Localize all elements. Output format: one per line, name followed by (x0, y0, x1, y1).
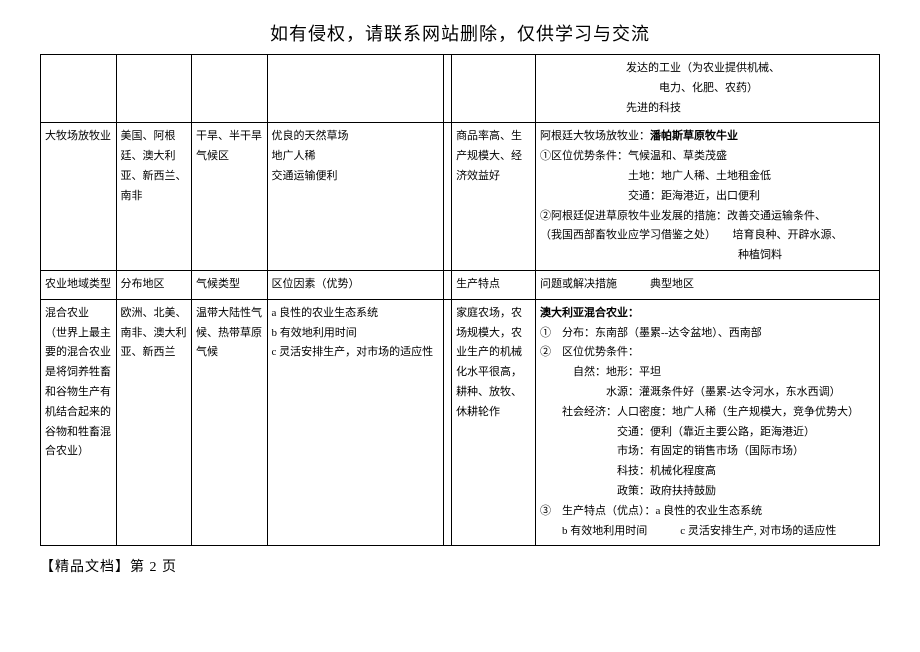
cell: 商品率高、生产规模大、经济效益好 (452, 123, 536, 271)
page-footer: 【精品文档】第 2 页 (40, 556, 880, 576)
cell (443, 123, 451, 271)
cell: 农业地域类型 (41, 270, 117, 299)
cell: 美国、阿根廷、澳大利亚、新西兰、南非 (116, 123, 192, 271)
main-table: 发达的工业（为农业提供机械、 电力、化肥、农药） 先进的科技 大牧场放牧业 美国… (40, 54, 880, 546)
table-row: 发达的工业（为农业提供机械、 电力、化肥、农药） 先进的科技 (41, 55, 880, 123)
cell: 阿根廷大牧场放牧业：潘帕斯草原牧牛业 ①区位优势条件：气候温和、草类茂盛 土地：… (535, 123, 879, 271)
table-row: 农业地域类型 分布地区 气候类型 区位因素（优势） 生产特点 问题或解决措施 典… (41, 270, 880, 299)
cell (443, 270, 451, 299)
cell: 温带大陆性气候、热带草原气候 (192, 299, 268, 546)
table-row: 混合农业 （世界上最主要的混合农业是将饲养牲畜和谷物生产有机结合起来的谷物和牲畜… (41, 299, 880, 546)
cell: 混合农业 （世界上最主要的混合农业是将饲养牲畜和谷物生产有机结合起来的谷物和牲畜… (41, 299, 117, 546)
cell: 澳大利亚混合农业： ① 分布：东南部（墨累--达令盆地）、西南部 ② 区位优势条… (535, 299, 879, 546)
cell (443, 55, 451, 123)
cell: a 良性的农业生态系统 b 有效地利用时间 c 灵活安排生产，对市场的适应性 (267, 299, 443, 546)
cell: 区位因素（优势） (267, 270, 443, 299)
cell: 气候类型 (192, 270, 268, 299)
cell-bold: 澳大利亚混合农业： (540, 307, 639, 319)
page-header: 如有侵权，请联系网站删除，仅供学习与交流 (40, 20, 880, 46)
cell: 欧洲、北美、南非、澳大利亚、新西兰 (116, 299, 192, 546)
cell-bold: 潘帕斯草原牧牛业 (650, 130, 738, 142)
cell (41, 55, 117, 123)
cell: 生产特点 (452, 270, 536, 299)
cell (192, 55, 268, 123)
cell: 问题或解决措施 典型地区 (535, 270, 879, 299)
cell: 大牧场放牧业 (41, 123, 117, 271)
cell-text: ①区位优势条件：气候温和、草类茂盛 土地：地广人稀、土地租金低 交通：距海港近，… (540, 150, 843, 261)
cell: 干旱、半干旱气候区 (192, 123, 268, 271)
cell-text: ① 分布：东南部（墨累--达令盆地）、西南部 ② 区位优势条件： 自然：地形：平… (540, 327, 859, 537)
cell (116, 55, 192, 123)
cell-text: 阿根廷大牧场放牧业： (540, 130, 650, 142)
cell (443, 299, 451, 546)
cell: 发达的工业（为农业提供机械、 电力、化肥、农药） 先进的科技 (535, 55, 879, 123)
cell: 家庭农场，农场规模大，农业生产的机械化水平很高，耕种、放牧、休耕轮作 (452, 299, 536, 546)
cell (267, 55, 443, 123)
cell: 分布地区 (116, 270, 192, 299)
table-row: 大牧场放牧业 美国、阿根廷、澳大利亚、新西兰、南非 干旱、半干旱气候区 优良的天… (41, 123, 880, 271)
cell (452, 55, 536, 123)
cell: 优良的天然草场 地广人稀 交通运输便利 (267, 123, 443, 271)
